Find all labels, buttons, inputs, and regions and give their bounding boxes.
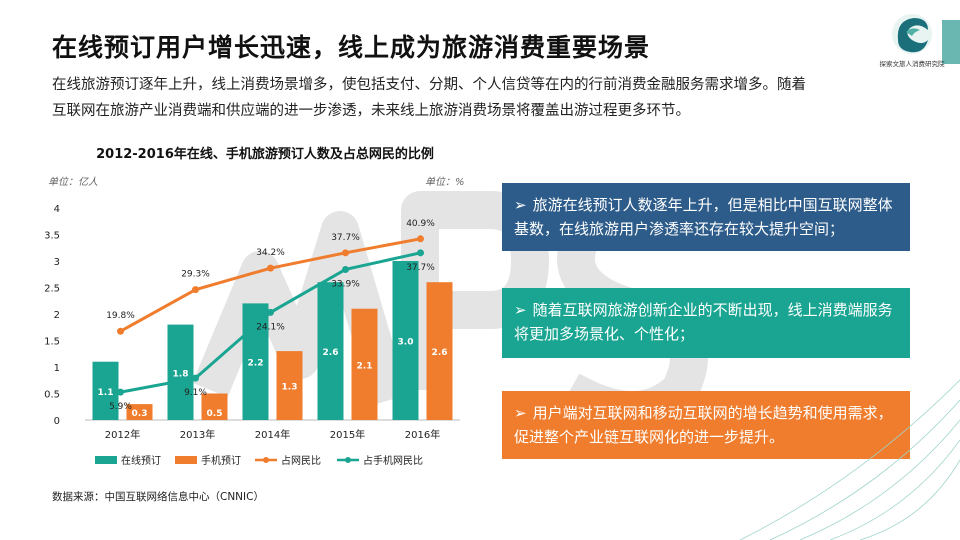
line-point (192, 286, 199, 294)
logo-text: 探索文旅人消费研究院 (879, 60, 945, 68)
line-value-label: 29.3% (181, 270, 210, 280)
y-tick-label: 0.5 (44, 390, 60, 401)
line-point (117, 388, 124, 396)
line-point (417, 235, 424, 243)
bar-online (242, 303, 269, 420)
intro-paragraph: 在线旅游预订逐年上升，线上消费场景增多，使包括支付、分期、个人信贷等在内的行前消… (52, 72, 912, 124)
line-value-label: 33.9% (331, 279, 360, 289)
y-tick-label: 1.5 (44, 337, 60, 348)
legend-swatch (95, 456, 117, 464)
bar-value-label: 2.2 (248, 359, 264, 369)
y-tick-label: 3 (54, 257, 60, 268)
bar-value-label: 2.6 (323, 348, 339, 358)
callout-text: 随着互联网旅游创新企业的不断出现，线上消费端服务将更加多场景化、个性化； (514, 301, 893, 343)
bar-value-label: 1.1 (98, 388, 114, 398)
line-value-label: 9.1% (184, 388, 207, 398)
line-point (417, 249, 424, 257)
bar-online (92, 361, 119, 420)
bar-mobile (351, 308, 378, 420)
x-tick-label: 2013年 (180, 428, 215, 441)
arrow-bullet-icon: ➢ (514, 301, 527, 319)
intro-line-1: 在线旅游预订逐年上升，线上消费场景增多，使包括支付、分期、个人信贷等在内的行前消… (52, 77, 806, 93)
line-point (192, 374, 199, 382)
title-accent-bar (942, 20, 960, 64)
line-value-label: 19.8% (106, 311, 135, 321)
callout-text: 旅游在线预订人数逐年上升，但是相比中国互联网整体基数，在线旅游用户渗透率还存在较… (514, 196, 893, 238)
arrow-bullet-icon: ➢ (514, 196, 527, 214)
line-point (117, 327, 124, 335)
line-point (342, 265, 349, 273)
callout-industry-chain: ➢ 用户端对互联网和移动互联网的增长趋势和使用需求，促进整个产业链互联网化的进一步… (502, 391, 910, 459)
bar-mobile (201, 393, 228, 420)
bar-online (167, 324, 194, 420)
line-value-label: 5.9% (109, 402, 132, 412)
legend-label: 手机预订 (201, 454, 241, 467)
arrow-bullet-icon: ➢ (514, 404, 527, 422)
line-value-label: 40.9% (406, 219, 435, 229)
bar-value-label: 0.3 (132, 409, 148, 419)
logo-swirl-icon (892, 14, 932, 54)
line-value-label: 34.2% (256, 248, 285, 258)
line-value-label: 37.7% (331, 233, 360, 243)
page-title: 在线预订用户增长迅速，线上成为旅游消费重要场景 (52, 33, 651, 62)
legend-label: 占网民比 (281, 454, 321, 467)
legend-marker (263, 457, 269, 463)
bar-value-label: 3.0 (398, 338, 414, 348)
x-tick-label: 2014年 (255, 428, 290, 441)
intro-line-2: 互联网在旅游产业消费端和供应端的进一步渗透，未来线上旅游消费场景将覆盖出游过程更… (52, 103, 690, 119)
callout-scenarios: ➢ 随着互联网旅游创新企业的不断出现，线上消费端服务将更加多场景化、个性化； (502, 288, 910, 358)
bar-value-label: 2.6 (432, 348, 448, 358)
y-unit-left: 单位：亿人 (48, 176, 98, 188)
bar-mobile (276, 351, 303, 420)
data-source: 数据来源：中国互联网络信息中心（CNNIC） (52, 491, 264, 503)
legend-label: 在线预订 (121, 454, 161, 467)
bar-online (317, 282, 344, 420)
line-point (342, 249, 349, 257)
line-value-label: 24.1% (256, 322, 285, 332)
legend-marker (345, 457, 351, 463)
y-tick-label: 0 (54, 416, 60, 427)
line-point (267, 308, 274, 316)
bar-mobile (426, 282, 453, 420)
x-tick-label: 2012年 (105, 428, 140, 441)
callout-text: 用户端对互联网和移动互联网的增长趋势和使用需求，促进整个产业链互联网化的进一步提… (514, 404, 893, 446)
combo-chart: 单位：亿人 单位：% 0 0.5 1 1.5 2 2.5 3 3.5 4 1.1 1.8 2.2 2.6 3.… (44, 176, 465, 467)
legend-swatch (175, 456, 197, 464)
bar-value-label: 1.3 (282, 383, 298, 393)
chart-title: 2012-2016年在线、手机旅游预订人数及占总网民的比例 (96, 147, 434, 162)
bar-mobile (126, 404, 153, 420)
y-tick-label: 3.5 (44, 231, 60, 242)
line-value-label: 37.7% (406, 263, 435, 273)
callout-online-users: ➢ 旅游在线预订人数逐年上升，但是相比中国互联网整体基数，在线旅游用户渗透率还存在… (502, 183, 910, 251)
bar-online (392, 261, 419, 420)
y-tick-label: 2.5 (44, 284, 60, 295)
brand-logo: 探索文旅人消费研究院 (872, 6, 952, 70)
x-tick-label: 2015年 (330, 428, 365, 441)
legend-label: 占手机网民比 (363, 454, 423, 467)
y-unit-right: 单位：% (425, 176, 465, 188)
y-tick-label: 4 (54, 204, 60, 215)
bar-value-label: 0.5 (207, 409, 223, 419)
y-tick-label: 1 (54, 363, 60, 374)
x-tick-label: 2016年 (405, 428, 440, 441)
line-point (267, 264, 274, 272)
bar-value-label: 1.8 (173, 369, 189, 379)
y-tick-label: 2 (54, 310, 60, 321)
bar-value-label: 2.1 (357, 361, 373, 371)
